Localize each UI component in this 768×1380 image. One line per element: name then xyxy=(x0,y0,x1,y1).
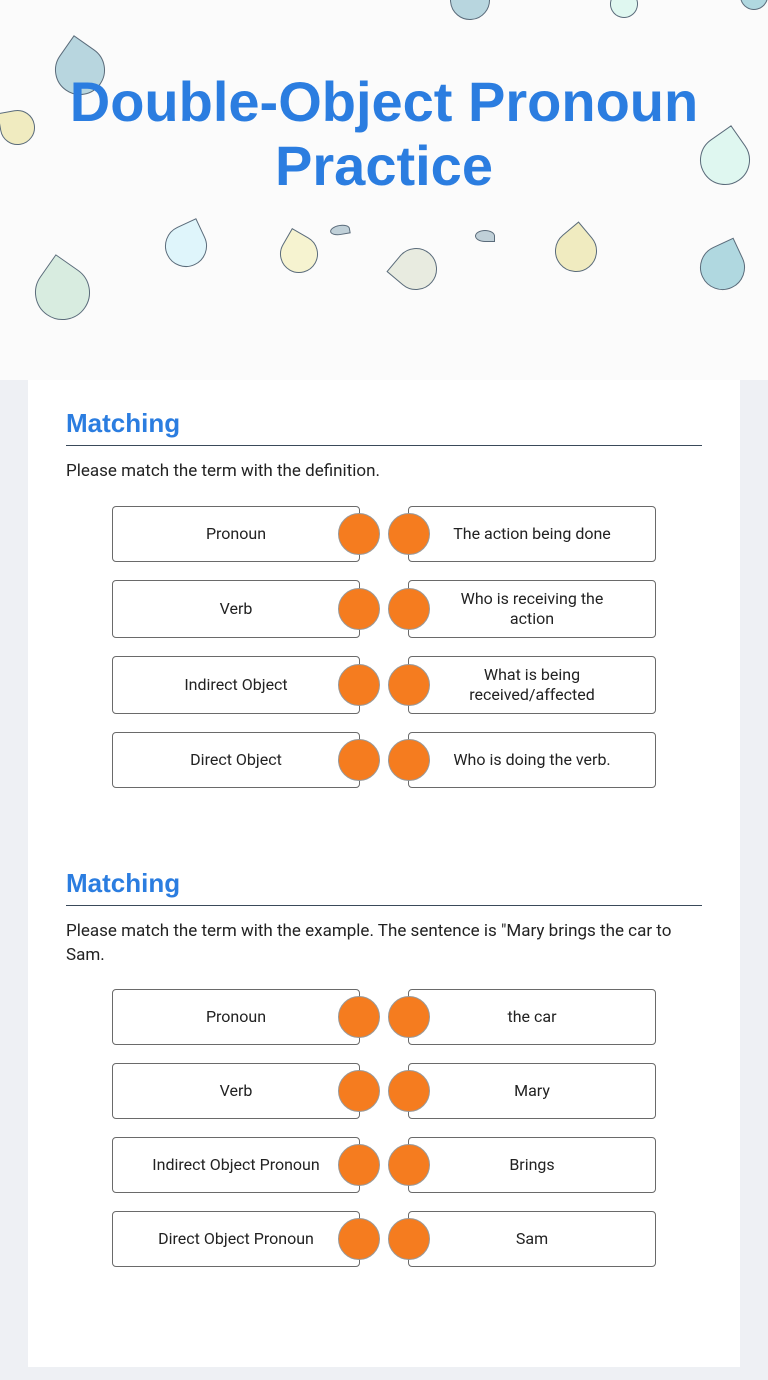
match-term-box[interactable]: Indirect Object Pronoun xyxy=(112,1137,360,1193)
connector-dot-icon[interactable] xyxy=(338,1218,380,1260)
match-term-box[interactable]: Pronoun xyxy=(112,506,360,562)
connector-dot-icon[interactable] xyxy=(388,1144,430,1186)
section-title: Matching xyxy=(66,408,702,439)
raindrop-decoration xyxy=(24,254,101,331)
match-row: Indirect Object Pronoun Brings xyxy=(112,1137,656,1193)
page-title: Double-Object Pronoun Practice xyxy=(0,70,768,199)
section-title: Matching xyxy=(66,868,702,899)
connector-dot-icon[interactable] xyxy=(388,513,430,555)
raindrop-decoration xyxy=(546,221,605,280)
match-definition-box[interactable]: The action being done xyxy=(408,506,656,562)
raindrop-decoration xyxy=(158,218,214,274)
connector-dot-icon[interactable] xyxy=(388,588,430,630)
match-term-label: Verb xyxy=(220,1081,253,1101)
match-row: Indirect Object What is being received/af… xyxy=(112,656,656,714)
match-term-box[interactable]: Verb xyxy=(112,1063,360,1119)
connector-dot-icon[interactable] xyxy=(338,588,380,630)
match-term-label: Direct Object xyxy=(190,750,282,770)
match-definition-label: What is being received/affected xyxy=(447,665,617,705)
match-row: Verb Mary xyxy=(112,1063,656,1119)
match-definition-label: Who is doing the verb. xyxy=(453,750,610,770)
match-term-label: Pronoun xyxy=(206,524,266,544)
connector-dot-icon[interactable] xyxy=(388,1218,430,1260)
section-matching-examples: Matching Please match the term with the … xyxy=(66,868,702,1268)
section-instruction: Please match the term with the example. … xyxy=(66,920,702,968)
match-term-box[interactable]: Verb xyxy=(112,580,360,638)
connector-dot-icon[interactable] xyxy=(388,1070,430,1112)
match-term-label: Direct Object Pronoun xyxy=(158,1229,314,1249)
match-definition-label: Who is receiving the action xyxy=(447,589,617,629)
match-definition-label: Sam xyxy=(516,1229,548,1249)
connector-dot-icon[interactable] xyxy=(338,996,380,1038)
match-definition-label: Mary xyxy=(514,1081,550,1101)
section-instruction: Please match the term with the definitio… xyxy=(66,460,702,484)
match-term-box[interactable]: Direct Object xyxy=(112,732,360,788)
match-row: Pronoun The action being done xyxy=(112,506,656,562)
raindrop-decoration xyxy=(273,228,325,280)
match-row: Pronoun the car xyxy=(112,989,656,1045)
match-term-label: Pronoun xyxy=(206,1007,266,1027)
match-definition-label: the car xyxy=(508,1007,557,1027)
match-term-box[interactable]: Direct Object Pronoun xyxy=(112,1211,360,1267)
raindrop-decoration xyxy=(386,239,445,298)
match-definition-label: Brings xyxy=(509,1155,554,1175)
raindrop-decoration xyxy=(329,223,350,236)
connector-dot-icon[interactable] xyxy=(388,996,430,1038)
match-term-box[interactable]: Indirect Object xyxy=(112,656,360,714)
match-definition-label: The action being done xyxy=(453,524,611,544)
match-definition-box[interactable]: Who is receiving the action xyxy=(408,580,656,638)
raindrop-decoration xyxy=(475,230,495,242)
match-definition-box[interactable]: What is being received/affected xyxy=(408,656,656,714)
match-definition-box[interactable]: the car xyxy=(408,989,656,1045)
connector-dot-icon[interactable] xyxy=(388,664,430,706)
connector-dot-icon[interactable] xyxy=(338,513,380,555)
match-term-box[interactable]: Pronoun xyxy=(112,989,360,1045)
raindrop-decoration xyxy=(605,0,643,23)
match-term-label: Verb xyxy=(220,599,253,619)
section-matching-definitions: Matching Please match the term with the … xyxy=(66,408,702,788)
raindrop-decoration xyxy=(442,0,498,28)
connector-dot-icon[interactable] xyxy=(338,1144,380,1186)
match-definition-box[interactable]: Mary xyxy=(408,1063,656,1119)
match-term-label: Indirect Object xyxy=(184,675,287,695)
match-row: Direct Object Who is doing the verb. xyxy=(112,732,656,788)
connector-dot-icon[interactable] xyxy=(338,1070,380,1112)
match-term-label: Indirect Object Pronoun xyxy=(152,1155,319,1175)
match-definition-box[interactable]: Sam xyxy=(408,1211,656,1267)
match-definition-box[interactable]: Who is doing the verb. xyxy=(408,732,656,788)
raindrop-decoration xyxy=(735,0,768,15)
connector-dot-icon[interactable] xyxy=(338,739,380,781)
connector-dot-icon[interactable] xyxy=(388,739,430,781)
section-rule xyxy=(66,905,702,906)
match-row: Verb Who is receiving the action xyxy=(112,580,656,638)
section-rule xyxy=(66,445,702,446)
content-card: Matching Please match the term with the … xyxy=(28,380,740,1367)
raindrop-decoration xyxy=(693,238,753,298)
connector-dot-icon[interactable] xyxy=(338,664,380,706)
match-definition-box[interactable]: Brings xyxy=(408,1137,656,1193)
header-banner: Double-Object Pronoun Practice xyxy=(0,0,768,380)
match-row: Direct Object Pronoun Sam xyxy=(112,1211,656,1267)
